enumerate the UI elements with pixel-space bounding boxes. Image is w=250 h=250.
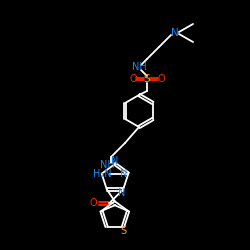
Text: NH: NH	[100, 160, 114, 170]
Text: N: N	[118, 188, 125, 198]
Text: N: N	[120, 169, 127, 179]
Text: O: O	[90, 198, 97, 208]
Text: N: N	[111, 156, 119, 166]
Text: S: S	[120, 226, 126, 236]
Text: O: O	[129, 74, 137, 84]
Text: N: N	[171, 28, 179, 38]
Text: H₂N: H₂N	[93, 169, 112, 179]
Text: O: O	[157, 74, 165, 84]
Text: NH: NH	[132, 62, 146, 72]
Text: S: S	[144, 74, 150, 84]
